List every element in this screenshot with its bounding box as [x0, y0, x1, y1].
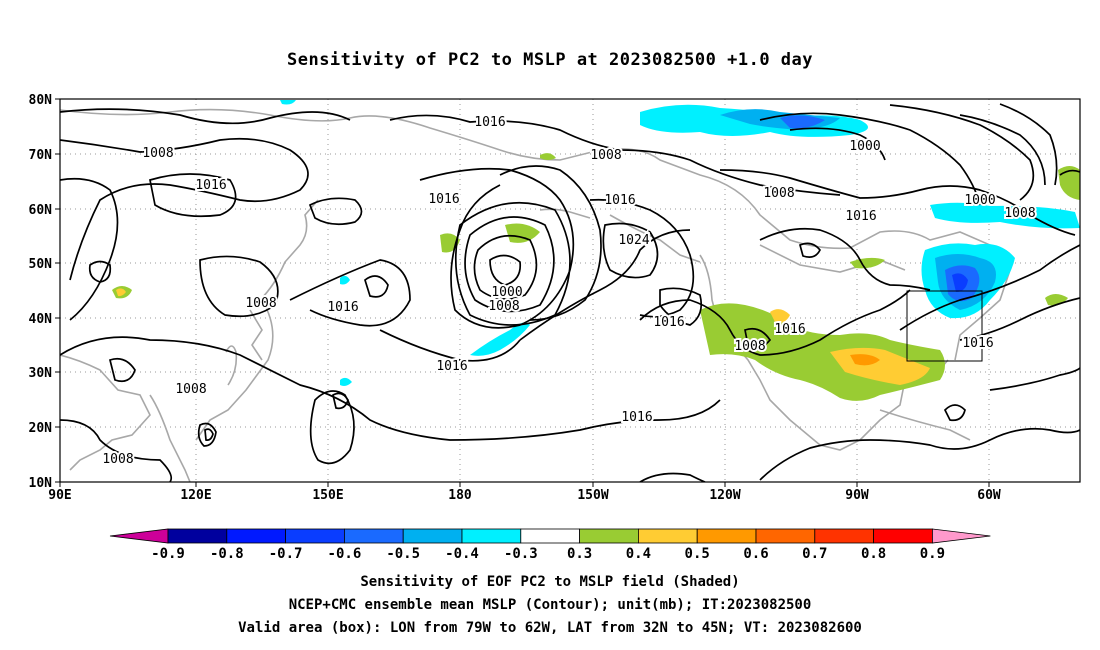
contour-label: 1008: [175, 382, 206, 397]
contour-label: 1000: [964, 193, 995, 208]
contour-label: 1000: [491, 285, 522, 300]
colorbar-label: -0.8: [210, 546, 244, 562]
contour-label: 1016: [653, 315, 684, 330]
colorbar-label: -0.5: [386, 546, 420, 562]
contour-label: 1016: [604, 193, 635, 208]
colorbar-swatch: [696, 528, 757, 544]
contour-label: 1016: [621, 410, 652, 425]
lon-label: 180: [448, 488, 472, 503]
contour-label: 1016: [774, 322, 805, 337]
colorbar-swatch: [579, 528, 639, 544]
shaded-sensitivity: [112, 100, 1080, 401]
contour-label: 1016: [962, 336, 993, 351]
colorbar-label: -0.7: [269, 546, 303, 562]
map-border: [59, 98, 1081, 483]
colorbar-label: -0.6: [328, 546, 362, 562]
longitude-labels: 90E 120E 150E 180 150W 120W 90W 60W: [48, 488, 1001, 503]
axis-ticks: [55, 98, 990, 487]
colorbar: -0.9 -0.8 -0.7 -0.6 -0.5 -0.4 -0.3 0.3 0.4 0.5 0.6…: [109, 528, 991, 562]
gridlines: [60, 99, 1080, 482]
colorbar-swatch: [520, 528, 580, 544]
colorbar-swatch: [638, 528, 698, 544]
page-title: Sensitivity of PC2 to MSLP at 2023082500…: [286, 50, 813, 70]
contour-label: 1016: [845, 209, 876, 224]
contour-label: 1016: [327, 300, 358, 315]
colorbar-label: -0.9: [151, 546, 185, 562]
colorbar-label: -0.4: [445, 546, 479, 562]
contour-label: 1008: [245, 296, 276, 311]
contour-label: 1016: [428, 192, 459, 207]
mslp-contours: [60, 103, 1080, 482]
contour-label: 1016: [195, 178, 226, 193]
colorbar-label: 0.9: [920, 546, 945, 562]
lat-label: 10N: [29, 476, 53, 491]
contour-label: 1024: [618, 233, 649, 248]
colorbar-label: 0.4: [626, 546, 651, 562]
lon-label: 90W: [845, 488, 869, 503]
colorbar-swatch: [814, 528, 874, 544]
lat-label: 40N: [29, 312, 53, 327]
lat-label: 70N: [29, 148, 53, 163]
colorbar-label: 0.7: [802, 546, 827, 562]
lon-label: 150W: [577, 488, 608, 503]
latitude-labels: 80N 70N 60N 50N 40N 30N 20N 10N: [29, 93, 53, 491]
contour-labels: 1016 1008 1016 1016 1016 1008 1016 1024 …: [140, 113, 1037, 427]
colorbar-label: -0.3: [504, 546, 538, 562]
colorbar-low-arrow: [109, 528, 169, 544]
contour-label: 1008: [734, 339, 765, 354]
colorbar-swatch: [226, 528, 287, 544]
lon-label: 120E: [180, 488, 211, 503]
contour-label: 1016: [474, 115, 505, 130]
contour-label: 1008: [142, 146, 173, 161]
colorbar-swatch: [755, 528, 816, 544]
lon-label: 60W: [977, 488, 1001, 503]
lat-label: 80N: [29, 93, 53, 108]
caption-line-2: NCEP+CMC ensemble mean MSLP (Contour); u…: [288, 597, 812, 613]
contour-label: 1008: [1004, 206, 1035, 221]
colorbar-label: 0.5: [685, 546, 710, 562]
colorbar-label: 0.6: [743, 546, 768, 562]
colorbar-swatch: [402, 528, 463, 544]
valid-area-box: [906, 290, 983, 362]
colorbar-swatch: [873, 528, 933, 544]
contour-label: 1000: [849, 139, 880, 154]
lon-label: 120W: [709, 488, 740, 503]
contour-label: 1008: [488, 299, 519, 314]
caption-line-3: Valid area (box): LON from 79W to 62W, L…: [238, 620, 862, 636]
lat-label: 20N: [29, 421, 53, 436]
lat-label: 50N: [29, 257, 53, 272]
contour-label: 1016: [436, 359, 467, 374]
lat-label: 60N: [29, 203, 53, 218]
contour-label: 1008: [763, 186, 794, 201]
lat-label: 30N: [29, 366, 53, 381]
contour-label: 1008: [102, 452, 133, 467]
contour-label: 1008: [590, 148, 621, 163]
colorbar-swatch: [461, 528, 522, 544]
colorbar-label: 0.3: [567, 546, 592, 562]
colorbar-swatch: [285, 528, 345, 544]
lon-label: 90E: [48, 488, 71, 503]
caption-line-1: Sensitivity of EOF PC2 to MSLP field (Sh…: [360, 574, 740, 590]
colorbar-swatch: [167, 528, 228, 544]
lon-label: 150E: [312, 488, 343, 503]
colorbar-high-arrow: [932, 528, 991, 544]
colorbar-label: 0.8: [861, 546, 886, 562]
colorbar-swatch: [343, 528, 404, 544]
